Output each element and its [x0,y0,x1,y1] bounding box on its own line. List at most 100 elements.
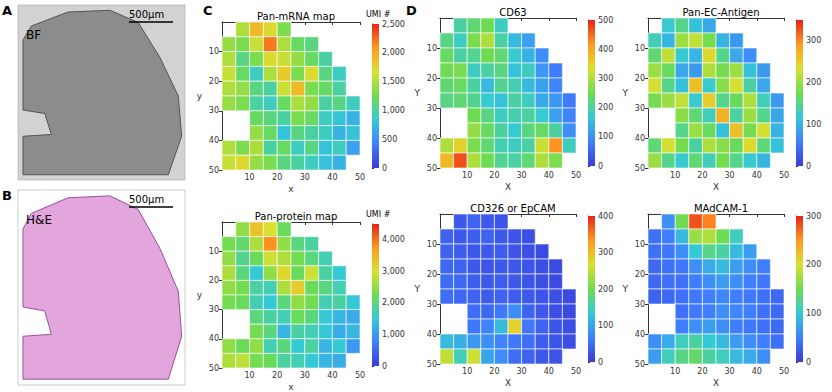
svg-text:20: 20 [209,276,219,285]
svg-text:D: D [406,3,417,18]
svg-text:10: 10 [635,240,645,249]
svg-text:50: 50 [779,367,789,376]
svg-text:50: 50 [427,360,437,369]
svg-text:0: 0 [382,362,387,371]
svg-text:100: 100 [598,132,613,141]
svg-text:50: 50 [571,171,581,180]
svg-text:20: 20 [489,171,499,180]
svg-text:0: 0 [598,162,603,171]
svg-text:30: 30 [635,300,645,309]
svg-text:Y: Y [622,284,629,294]
svg-text:X: X [505,378,511,388]
svg-text:H&E: H&E [26,213,52,227]
svg-text:10: 10 [462,171,472,180]
svg-text:10: 10 [635,44,645,53]
svg-text:Y: Y [414,284,421,294]
svg-text:1,000: 1,000 [382,106,405,115]
svg-text:200: 200 [598,103,613,112]
svg-text:30: 30 [209,305,219,314]
svg-text:20: 20 [489,367,499,376]
svg-text:10: 10 [427,240,437,249]
svg-text:X: X [505,182,511,192]
svg-text:0: 0 [598,358,603,367]
svg-text:40: 40 [635,134,645,143]
svg-text:30: 30 [517,367,527,376]
svg-text:400: 400 [598,45,613,54]
svg-text:20: 20 [697,367,707,376]
svg-text:10: 10 [670,171,680,180]
svg-text:40: 40 [427,134,437,143]
svg-text:B: B [2,188,12,203]
svg-text:100: 100 [806,309,821,318]
svg-text:200: 200 [806,260,821,269]
svg-text:40: 40 [427,330,437,339]
svg-text:10: 10 [209,47,219,56]
svg-text:30: 30 [209,106,219,115]
svg-text:30: 30 [517,171,527,180]
svg-text:30: 30 [725,171,735,180]
svg-text:40: 40 [327,371,337,380]
svg-text:50: 50 [355,371,365,380]
svg-text:3,000: 3,000 [382,267,405,276]
svg-text:100: 100 [598,321,613,330]
svg-text:50: 50 [209,166,219,175]
svg-text:C: C [203,3,213,18]
svg-text:y: y [197,290,203,300]
svg-text:400: 400 [598,212,613,221]
svg-text:0: 0 [806,162,811,171]
svg-text:UMI #: UMI # [366,210,391,219]
svg-text:2,500: 2,500 [382,20,405,29]
svg-text:x: x [288,184,294,194]
svg-text:4,000: 4,000 [382,235,405,244]
svg-text:Pan-mRNA map: Pan-mRNA map [257,11,335,22]
svg-text:500μm: 500μm [129,9,164,20]
svg-text:10: 10 [462,367,472,376]
svg-text:40: 40 [752,367,762,376]
svg-text:30: 30 [427,300,437,309]
svg-text:500: 500 [598,16,613,25]
svg-text:Y: Y [622,88,629,98]
svg-text:20: 20 [209,77,219,86]
svg-text:1,500: 1,500 [382,77,405,86]
svg-text:100: 100 [806,120,821,129]
svg-text:30: 30 [427,104,437,113]
svg-text:1,000: 1,000 [382,330,405,339]
svg-text:30: 30 [300,371,310,380]
svg-text:X: X [713,182,719,192]
svg-text:CD326 or EpCAM: CD326 or EpCAM [470,203,555,214]
svg-text:40: 40 [209,334,219,343]
svg-text:20: 20 [697,171,707,180]
svg-text:UMI #: UMI # [366,10,391,19]
svg-text:30: 30 [300,173,310,182]
svg-text:300: 300 [806,36,821,45]
svg-text:40: 40 [635,330,645,339]
svg-text:10: 10 [670,367,680,376]
svg-text:10: 10 [209,247,219,256]
svg-text:200: 200 [806,78,821,87]
svg-text:Y: Y [414,88,421,98]
svg-text:2,000: 2,000 [382,298,405,307]
svg-text:y: y [197,91,203,101]
svg-text:50: 50 [779,171,789,180]
svg-text:20: 20 [635,270,645,279]
svg-text:300: 300 [806,212,821,221]
svg-text:0: 0 [806,358,811,367]
svg-text:50: 50 [635,360,645,369]
svg-text:10: 10 [427,44,437,53]
svg-text:50: 50 [635,164,645,173]
svg-text:X: X [713,378,719,388]
svg-text:30: 30 [725,367,735,376]
svg-text:40: 40 [752,171,762,180]
svg-text:50: 50 [355,173,365,182]
svg-text:10: 10 [245,371,255,380]
svg-text:Pan-EC-Antigen: Pan-EC-Antigen [682,7,759,18]
svg-text:x: x [288,382,294,392]
svg-text:40: 40 [544,171,554,180]
svg-text:30: 30 [635,104,645,113]
svg-text:20: 20 [427,74,437,83]
svg-text:10: 10 [245,173,255,182]
svg-text:20: 20 [635,74,645,83]
svg-text:200: 200 [598,285,613,294]
svg-text:300: 300 [598,248,613,257]
svg-text:20: 20 [272,173,282,182]
